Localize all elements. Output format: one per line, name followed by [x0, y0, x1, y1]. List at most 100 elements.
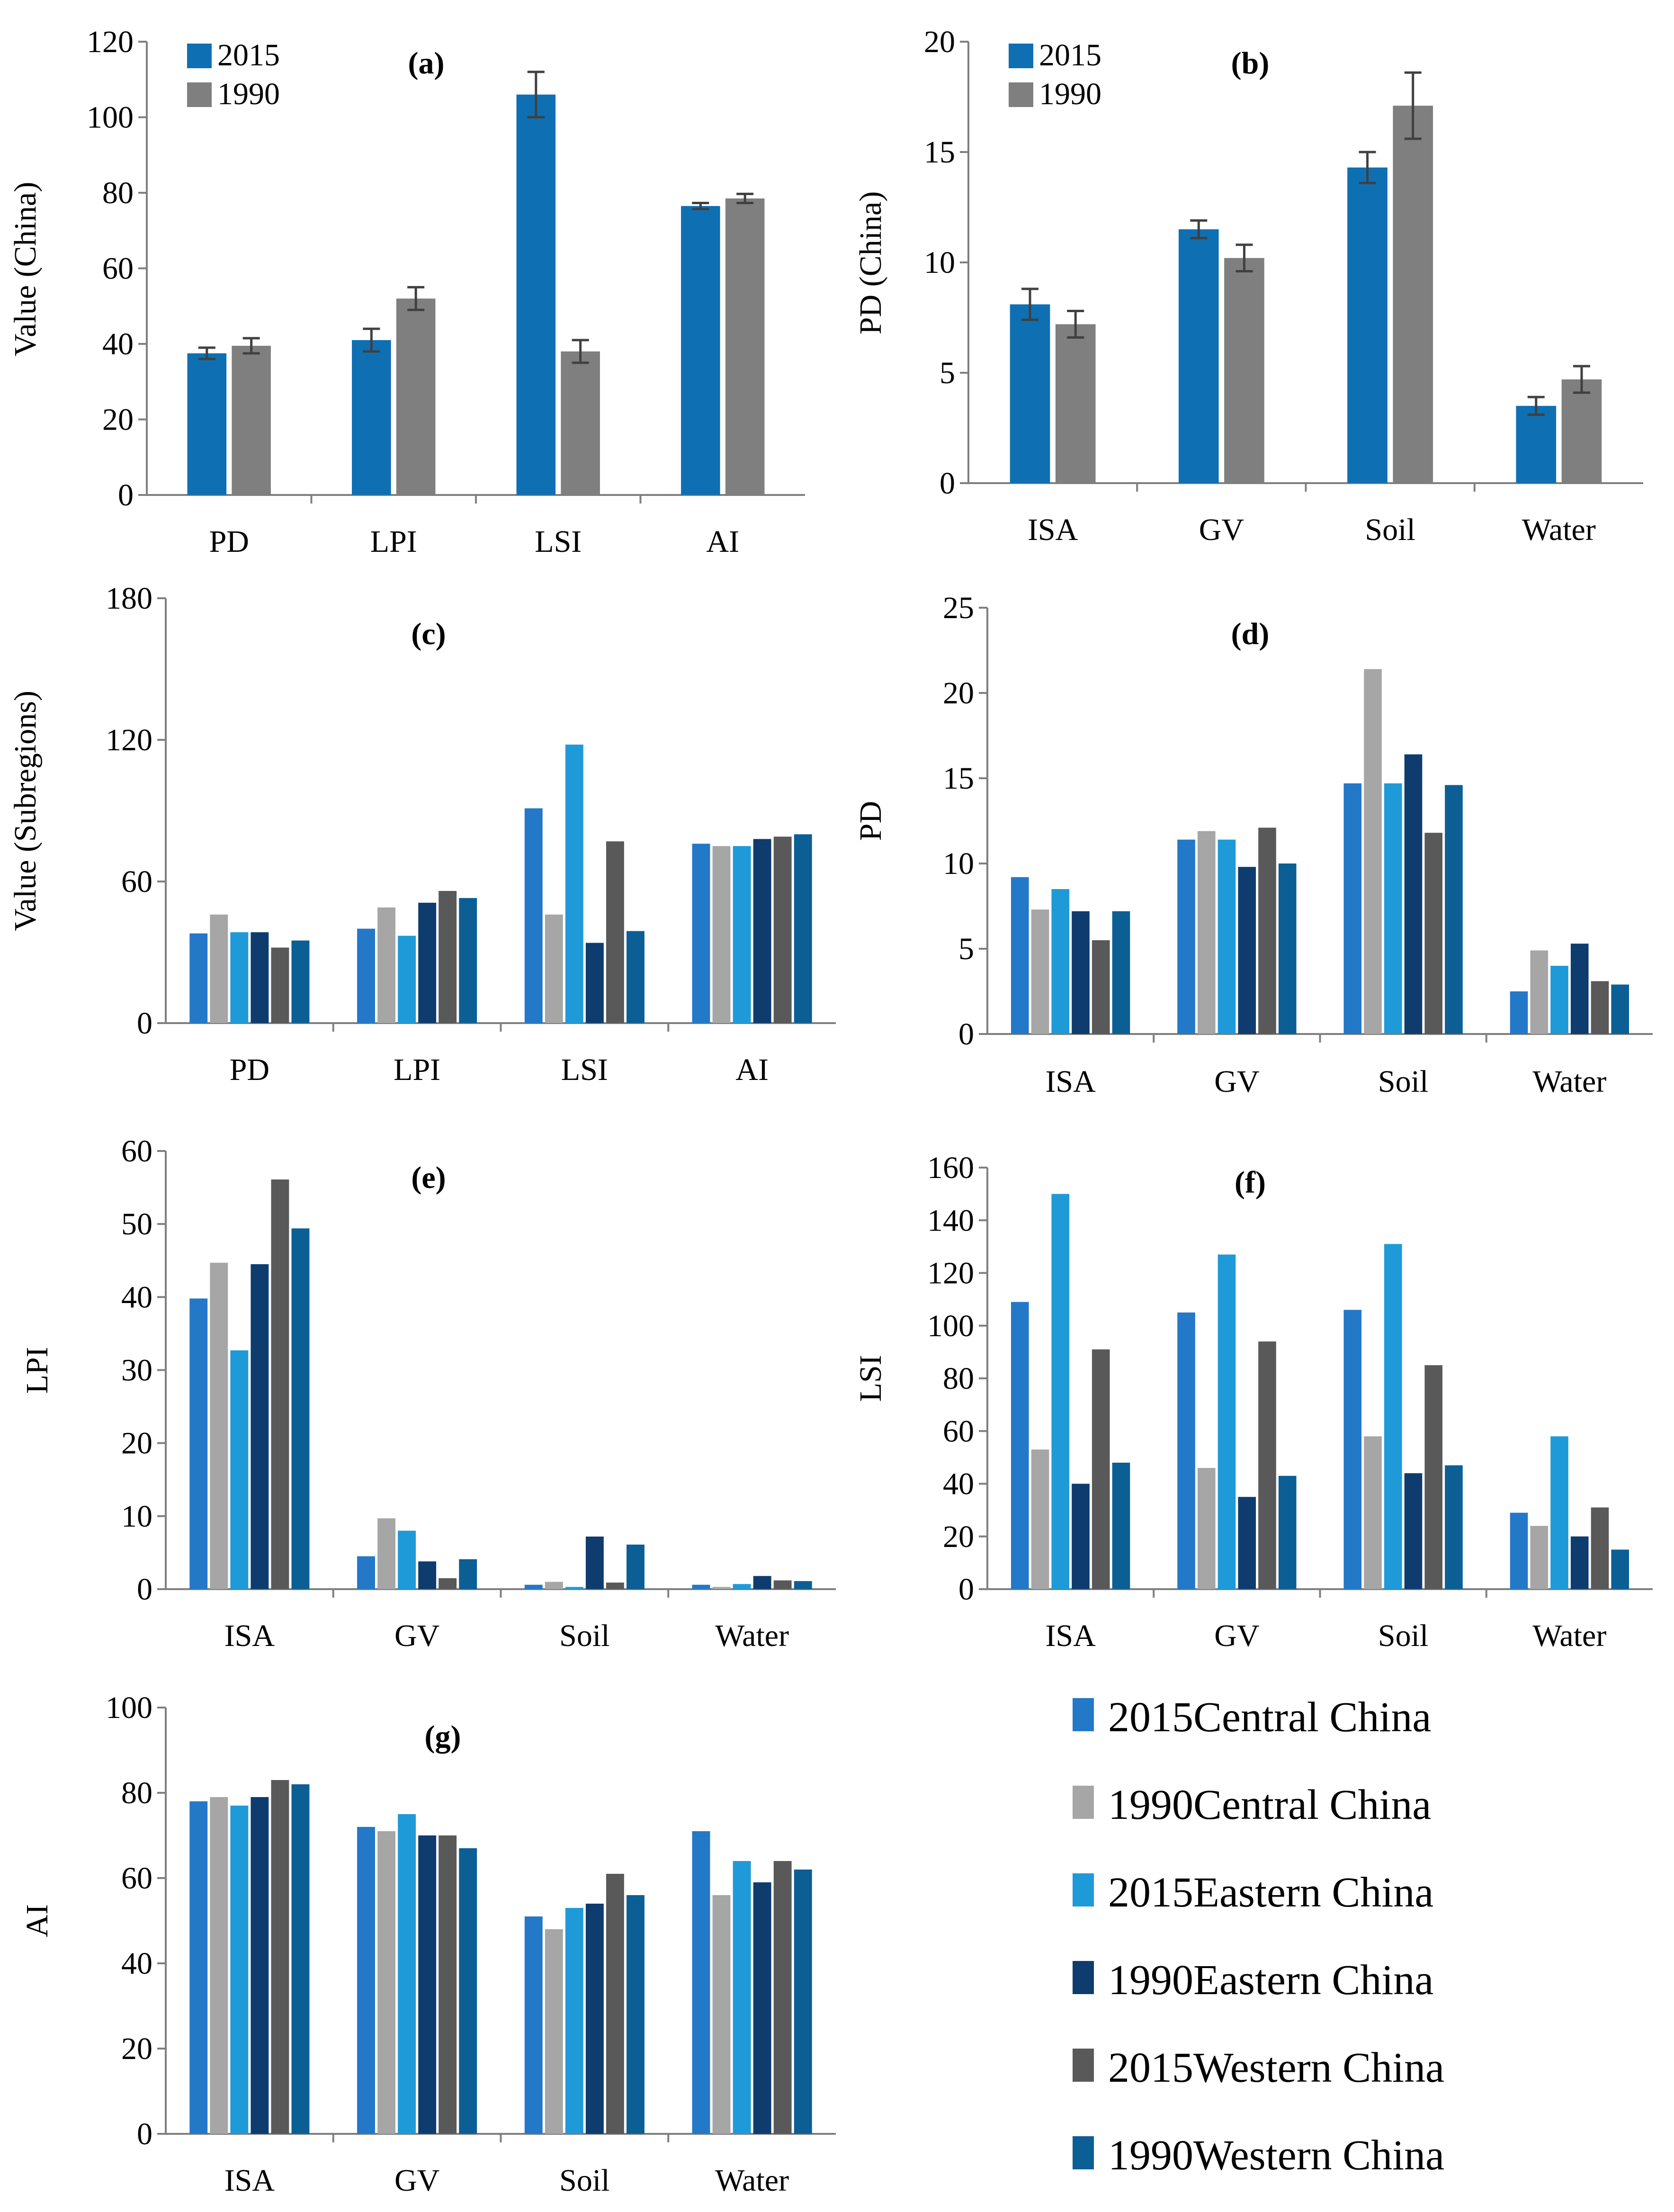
- panel-title: (b): [1231, 46, 1270, 81]
- bar-d-isa-1990western-china: [1112, 911, 1130, 1034]
- bar-c-lpi-1990western-china: [459, 898, 477, 1023]
- y-tick-label: 60: [102, 252, 134, 286]
- y-axis-label: Value (Subregions): [8, 691, 43, 931]
- y-tick-label: 60: [121, 1861, 152, 1896]
- bar-d-gv-2015eastern-china: [1217, 839, 1236, 1034]
- bar-d-water-2015western-china: [1591, 981, 1609, 1034]
- bar-g-soil-2015western-china: [606, 1874, 624, 2134]
- panel-g: 0 20 40 60 80 100 AI (g) ISA GV Soil Water: [20, 1690, 836, 2198]
- bar-c-pd-1990western-china: [291, 940, 310, 1023]
- y-tick-label: 40: [121, 1946, 152, 1981]
- bar-f-isa-1990western-china: [1112, 1463, 1130, 1589]
- bar-b-isa-1990: [1055, 324, 1096, 483]
- bar-d-water-1990western-china: [1611, 984, 1629, 1034]
- bar-c-lsi-1990western-china: [627, 931, 645, 1023]
- bar-d-gv-2015western-china: [1258, 827, 1276, 1034]
- bar-g-soil-2015eastern-china: [565, 1908, 583, 2134]
- legend-swatch-1990: [187, 82, 212, 107]
- x-category-label: LSI: [561, 1052, 608, 1087]
- y-axis-label: PD: [853, 801, 888, 841]
- y-tick-label: 50: [121, 1207, 152, 1241]
- bar-g-soil-1990central-china: [545, 1929, 563, 2134]
- y-tick-label: 20: [943, 676, 974, 710]
- bar-a-pd-2015: [187, 353, 227, 495]
- bar-b-water-2015: [1516, 405, 1557, 483]
- legend-swatch-1990: [1009, 82, 1033, 107]
- y-tick-label: 0: [958, 1572, 974, 1607]
- bar-d-soil-2015central-china: [1343, 783, 1362, 1034]
- bar-b-water-1990: [1561, 379, 1602, 483]
- x-category-label: Water: [1522, 513, 1596, 547]
- bar-f-water-1990western-china: [1611, 1549, 1629, 1589]
- bar-d-soil-1990eastern-china: [1404, 754, 1423, 1034]
- bar-c-lsi-1990eastern-china: [585, 943, 604, 1023]
- y-tick-label: 10: [121, 1499, 152, 1534]
- bar-a-lpi-2015: [352, 340, 391, 495]
- bar-f-water-2015western-china: [1591, 1507, 1609, 1589]
- legend-label: 2015: [1039, 38, 1101, 72]
- y-tick-label: 0: [137, 1006, 152, 1041]
- y-tick-label: 40: [943, 1467, 974, 1502]
- bar-f-isa-2015eastern-china: [1051, 1194, 1070, 1589]
- bar-g-gv-1990central-china: [377, 1831, 396, 2134]
- bar-g-isa-1990central-china: [210, 1797, 228, 2134]
- bar-e-gv-2015eastern-china: [398, 1530, 416, 1589]
- y-axis-label: Value (China): [8, 182, 43, 356]
- bar-e-water-1990eastern-china: [753, 1576, 771, 1589]
- y-tick-label: 120: [87, 25, 134, 59]
- bar-d-water-2015eastern-china: [1550, 966, 1568, 1034]
- bar-f-gv-1990western-china: [1278, 1475, 1297, 1589]
- x-category-label: GV: [394, 2163, 439, 2198]
- bar-f-isa-2015western-china: [1092, 1349, 1110, 1589]
- y-tick-label: 20: [924, 25, 955, 59]
- bar-a-ai-2015: [681, 206, 720, 495]
- bar-g-gv-2015eastern-china: [398, 1814, 416, 2134]
- bar-c-lpi-1990eastern-china: [418, 902, 437, 1023]
- x-category-label: ISA: [1045, 1619, 1096, 1653]
- bar-d-soil-1990central-china: [1364, 669, 1382, 1034]
- bar-g-water-2015western-china: [773, 1861, 792, 2134]
- y-tick-label: 0: [137, 1572, 152, 1607]
- legend-label: 1990: [1039, 77, 1101, 111]
- bar-g-gv-2015central-china: [357, 1827, 375, 2134]
- legend-label: 2015Western China: [1108, 2044, 1444, 2091]
- bar-e-soil-2015central-china: [524, 1584, 543, 1589]
- bar-a-pd-1990: [232, 345, 271, 495]
- y-tick-label: 30: [121, 1353, 152, 1388]
- legend-swatch: [1073, 1698, 1094, 1731]
- bar-c-lpi-1990central-china: [377, 907, 396, 1023]
- bar-a-ai-1990: [725, 198, 765, 495]
- bar-c-lpi-2015central-china: [357, 928, 375, 1023]
- bar-b-soil-2015: [1347, 167, 1388, 483]
- bar-e-gv-2015western-china: [439, 1578, 457, 1589]
- bar-d-water-1990central-china: [1530, 950, 1549, 1034]
- bar-c-ai-1990central-china: [712, 846, 731, 1023]
- y-tick-label: 10: [943, 846, 974, 881]
- y-tick-label: 0: [137, 2117, 152, 2151]
- y-tick-label: 10: [924, 245, 955, 280]
- bar-c-ai-2015western-china: [773, 836, 792, 1023]
- bar-f-soil-2015eastern-china: [1384, 1244, 1402, 1589]
- y-tick-label: 100: [927, 1309, 974, 1343]
- bar-e-isa-1990eastern-china: [251, 1264, 269, 1589]
- y-tick-label: 20: [121, 1426, 152, 1461]
- x-category-label: Soil: [559, 1619, 609, 1653]
- x-category-label: AI: [735, 1052, 769, 1087]
- panel-a: 0 20 40 60 80 100 120 Value (China) (a) PD LPI LSI A…: [8, 25, 805, 559]
- bar-d-soil-2015western-china: [1424, 833, 1443, 1034]
- y-tick-label: 5: [958, 932, 974, 966]
- bar-c-lpi-2015western-china: [439, 890, 457, 1023]
- bar-e-water-2015central-china: [692, 1584, 710, 1589]
- bar-c-pd-1990central-china: [210, 914, 228, 1023]
- x-category-label: LSI: [535, 524, 582, 559]
- bar-g-water-1990central-china: [712, 1895, 731, 2134]
- y-tick-label: 140: [927, 1203, 974, 1238]
- bar-e-gv-2015central-china: [357, 1556, 375, 1589]
- bar-f-water-2015eastern-china: [1550, 1436, 1568, 1589]
- panel-title: (g): [425, 1719, 461, 1754]
- bar-c-pd-1990eastern-china: [251, 932, 269, 1023]
- panel-b: 0 5 10 15 20 PD (China) (b) ISA GV Soil Water 2015 1…: [853, 25, 1643, 547]
- bar-f-water-1990central-china: [1530, 1526, 1549, 1589]
- bar-c-ai-1990western-china: [794, 834, 812, 1023]
- legend-bottom-right: 2015Central China 1990Central China 2015Ea…: [1073, 1694, 1444, 2179]
